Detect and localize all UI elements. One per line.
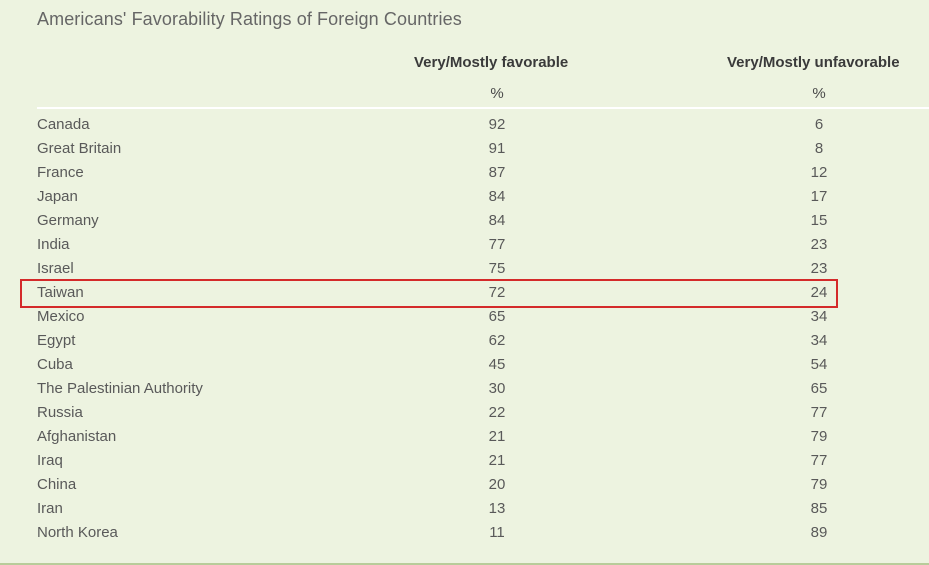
table-row: North Korea 11 89: [0, 521, 929, 545]
row-favorable-value: 11: [489, 524, 505, 541]
row-favorable-value: 92: [488, 116, 506, 133]
table-row: Mexico 65 34: [0, 305, 929, 329]
row-country-label: Cuba: [37, 356, 73, 373]
chart-title: Americans' Favorability Ratings of Forei…: [37, 9, 462, 29]
row-unfavorable-value: 89: [810, 524, 828, 541]
table-row: Afghanistan 21 79: [0, 425, 929, 449]
row-country-label: Egypt: [37, 332, 76, 349]
table-row: Iran 13 85: [0, 497, 929, 521]
table-row: France 87 12: [0, 161, 929, 185]
row-country-label: Iran: [37, 500, 63, 517]
column-unit-favorable: %: [490, 85, 504, 102]
row-unfavorable-value: 23: [810, 260, 828, 277]
row-favorable-value: 62: [488, 332, 506, 349]
row-unfavorable-value: 8: [814, 140, 824, 157]
row-country-label: North Korea: [37, 524, 118, 541]
table-row: Japan 84 17: [0, 185, 929, 209]
row-unfavorable-value: 34: [810, 332, 828, 349]
row-unfavorable-value: 23: [810, 236, 828, 253]
table-body: Canada 92 6 Great Britain 91 8 France 87 12 Japan…: [0, 113, 929, 545]
row-favorable-value: 21: [488, 452, 506, 469]
row-favorable-value: 30: [488, 380, 506, 397]
row-country-label: India: [37, 236, 70, 253]
row-country-label: The Palestinian Authority: [37, 380, 203, 397]
column-header-favorable: Very/Mostly favorable: [414, 54, 569, 71]
row-favorable-value: 72: [488, 284, 506, 301]
row-favorable-value: 77: [488, 236, 506, 253]
row-unfavorable-value: 17: [810, 188, 828, 205]
row-country-label: Russia: [37, 404, 83, 421]
row-country-label: France: [37, 164, 84, 181]
row-favorable-value: 65: [488, 308, 506, 325]
row-favorable-value: 45: [488, 356, 506, 373]
column-header-unfavorable: Very/Mostly unfavorable: [727, 54, 900, 71]
row-country-label: Afghanistan: [37, 428, 117, 445]
table-row: Cuba 45 54: [0, 353, 929, 377]
column-unit-unfavorable: %: [812, 85, 826, 102]
table-row: China 20 79: [0, 473, 929, 497]
row-unfavorable-value: 15: [810, 212, 828, 229]
row-country-label: Israel: [37, 260, 74, 277]
table-row: Canada 92 6: [0, 113, 929, 137]
table-row: Germany 84 15: [0, 209, 929, 233]
table-row: India 77 23: [0, 233, 929, 257]
row-country-label: Japan: [37, 188, 78, 205]
row-favorable-value: 21: [488, 428, 506, 445]
table-row: Egypt 62 34: [0, 329, 929, 353]
row-favorable-value: 84: [488, 188, 506, 205]
row-favorable-value: 75: [488, 260, 506, 277]
table-row: Russia 22 77: [0, 401, 929, 425]
row-unfavorable-value: 12: [810, 164, 828, 181]
row-unfavorable-value: 77: [810, 452, 828, 469]
row-country-label: Canada: [37, 116, 90, 133]
row-favorable-value: 22: [488, 404, 506, 421]
row-country-label: China: [37, 476, 77, 493]
row-unfavorable-value: 24: [810, 284, 828, 301]
table-row: Iraq 21 77: [0, 449, 929, 473]
row-favorable-value: 87: [488, 164, 506, 181]
table-row: Great Britain 91 8: [0, 137, 929, 161]
bottom-divider: [0, 563, 929, 565]
row-unfavorable-value: 79: [810, 428, 828, 445]
row-unfavorable-value: 77: [810, 404, 828, 421]
row-unfavorable-value: 34: [810, 308, 828, 325]
table-row: Israel 75 23: [0, 257, 929, 281]
table-row: Taiwan 72 24: [0, 281, 929, 305]
row-unfavorable-value: 6: [814, 116, 824, 133]
table-row: The Palestinian Authority 30 65: [0, 377, 929, 401]
row-country-label: Mexico: [37, 308, 85, 325]
row-unfavorable-value: 54: [810, 356, 828, 373]
row-unfavorable-value: 85: [810, 500, 828, 517]
row-favorable-value: 91: [488, 140, 506, 157]
row-unfavorable-value: 65: [810, 380, 828, 397]
row-country-label: Iraq: [37, 452, 63, 469]
row-unfavorable-value: 79: [810, 476, 828, 493]
row-country-label: Great Britain: [37, 140, 122, 157]
header-divider: [37, 107, 929, 109]
row-favorable-value: 20: [488, 476, 506, 493]
row-favorable-value: 84: [488, 212, 506, 229]
row-country-label: Germany: [37, 212, 99, 229]
row-favorable-value: 13: [488, 500, 506, 517]
row-country-label: Taiwan: [37, 284, 84, 301]
